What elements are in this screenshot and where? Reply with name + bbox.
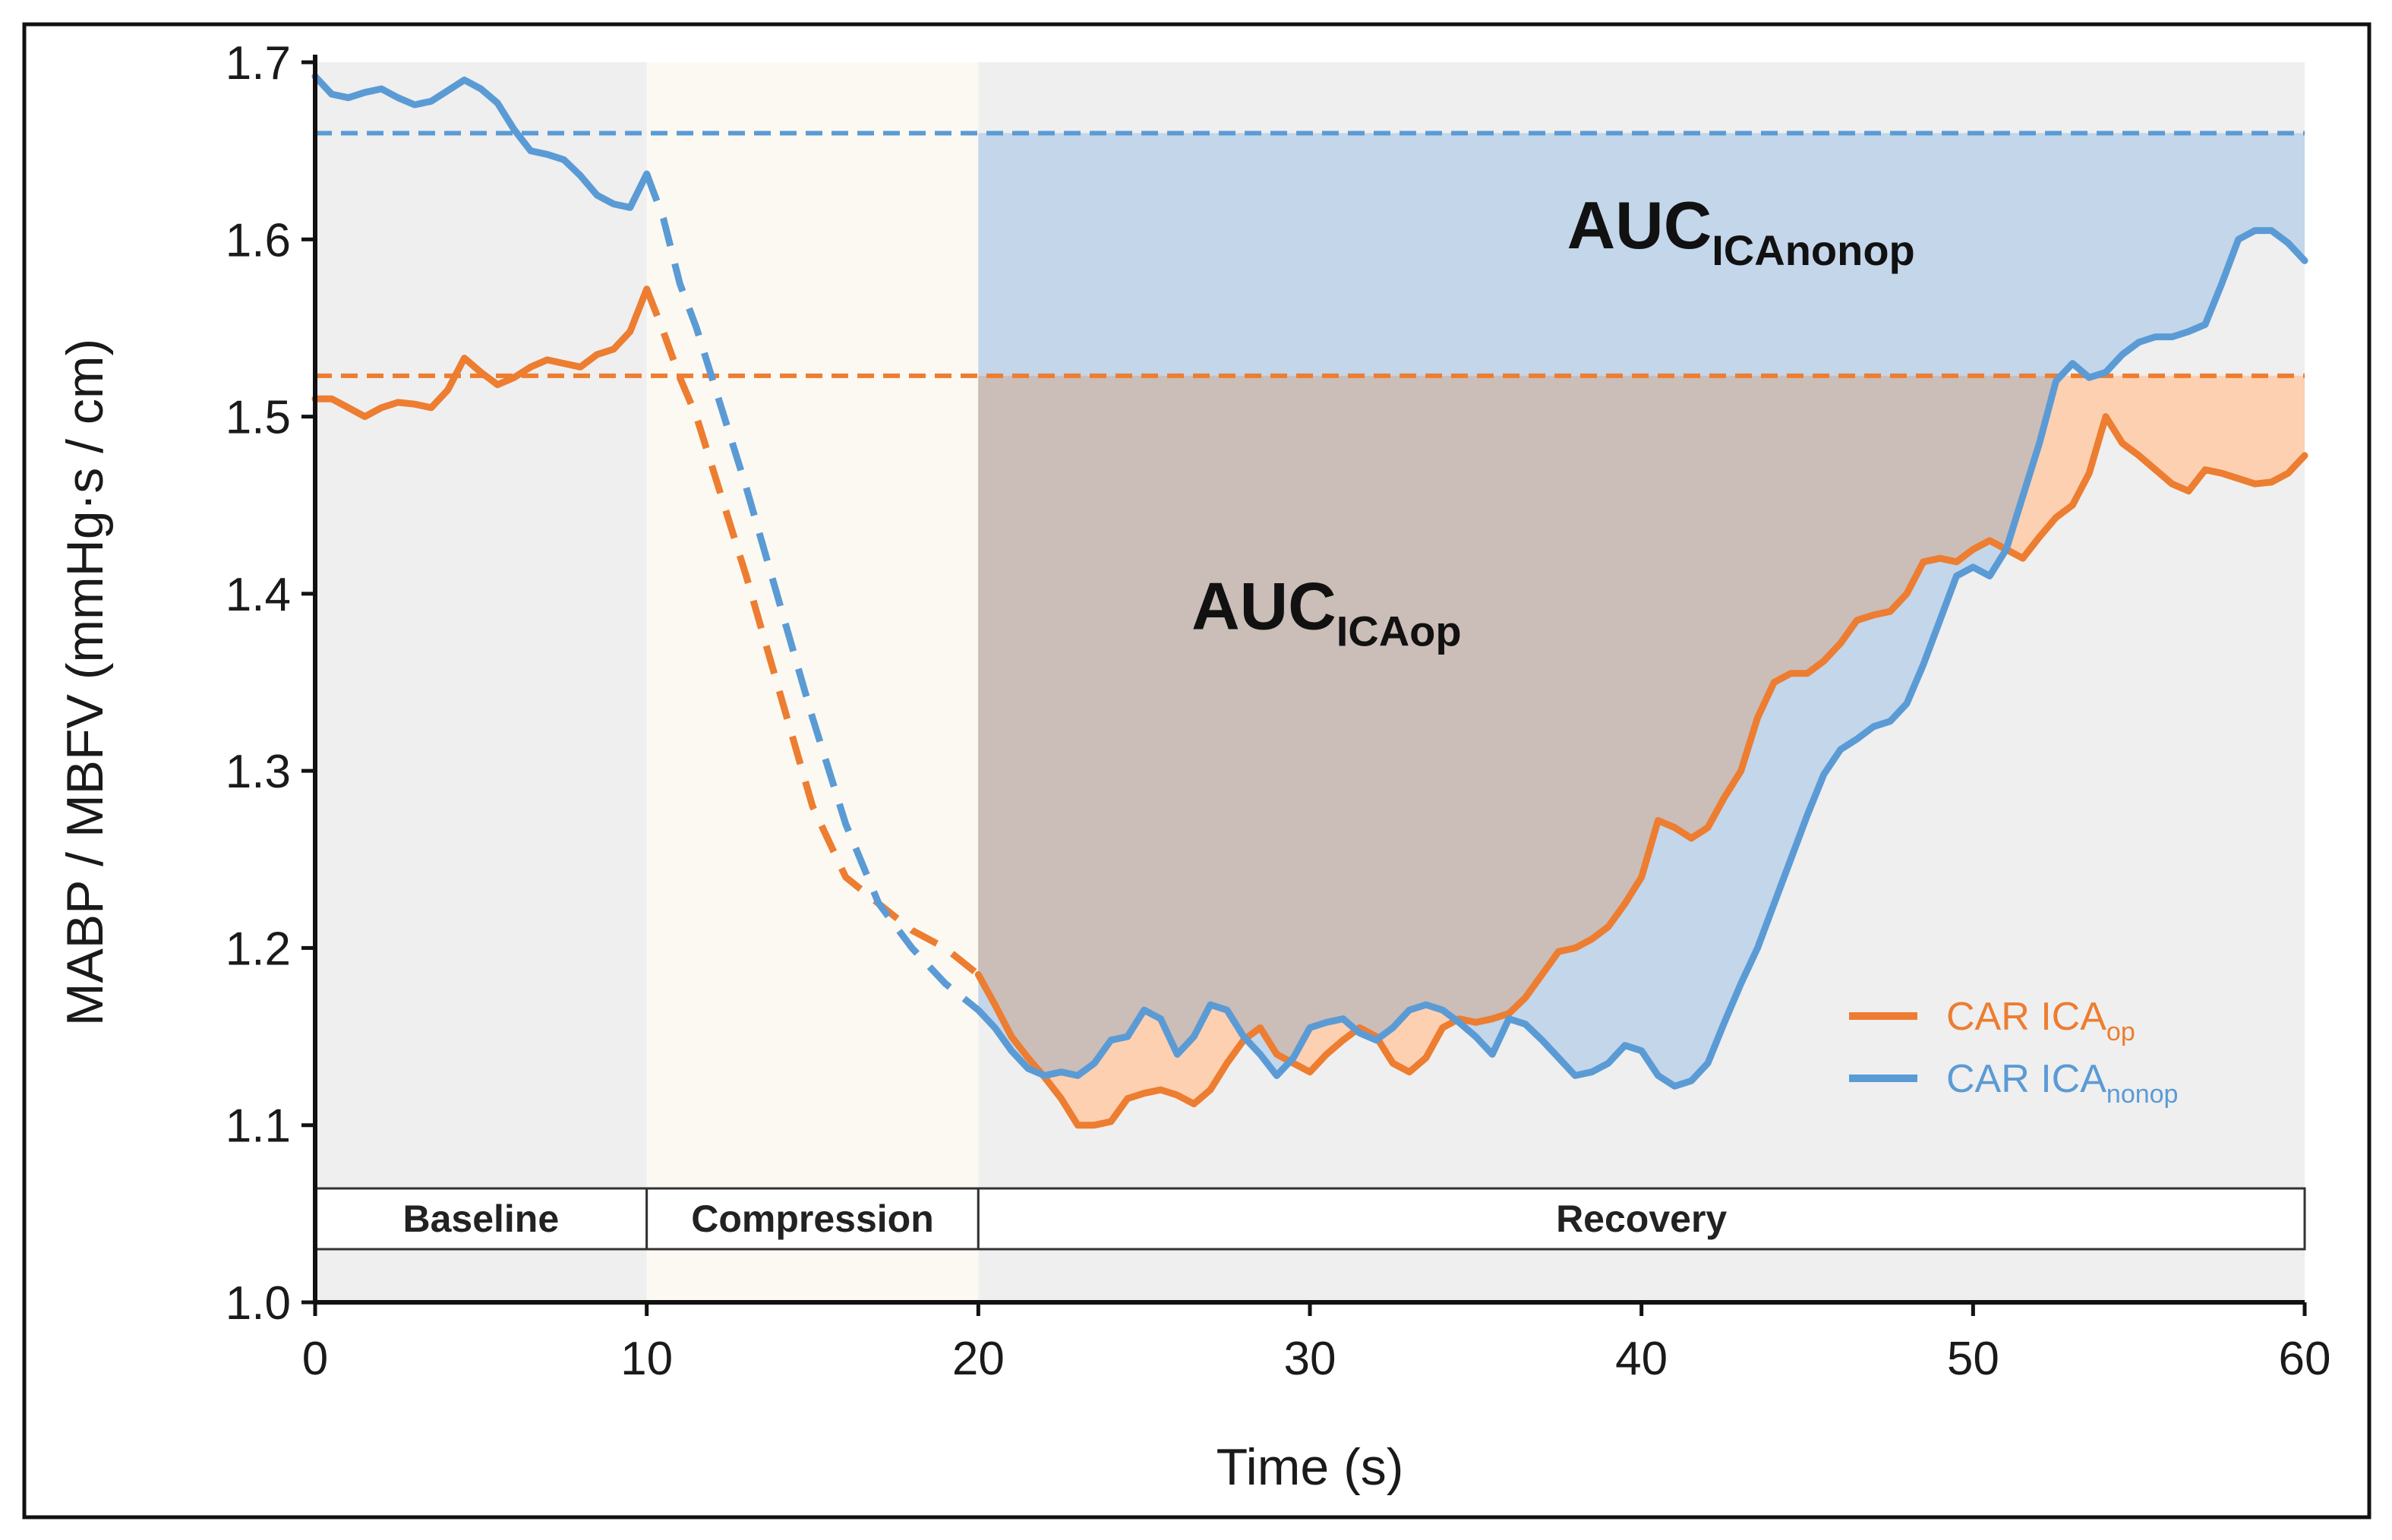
annotation-subscript: ICAop bbox=[1336, 607, 1462, 655]
x-tick-label: 50 bbox=[1947, 1333, 1999, 1385]
series-line-nonop-baseline bbox=[311, 73, 651, 211]
phase-box-recovery bbox=[977, 1187, 2306, 1251]
y-axis-title: MABP / MBFV (mmHg·s / cm) bbox=[56, 339, 114, 1026]
phase-label-recovery: Recovery bbox=[1556, 1198, 1727, 1240]
x-tick-label: 40 bbox=[1615, 1333, 1668, 1385]
legend-label-subscript: nonop bbox=[2106, 1080, 2179, 1109]
y-tick-label: 1.5 bbox=[226, 392, 291, 444]
x-tick-label: 0 bbox=[302, 1333, 328, 1385]
legend-label-main: CAR ICA bbox=[1946, 995, 2106, 1039]
annotation-subscript: ICAnonop bbox=[1712, 226, 1914, 274]
x-tick-label: 20 bbox=[952, 1333, 1005, 1385]
phase-background-compression bbox=[646, 62, 979, 1302]
auc-areas bbox=[978, 133, 2305, 1125]
legend-label-nonop: CAR ICAnonop bbox=[1946, 1057, 2178, 1109]
x-tick-label: 60 bbox=[2279, 1333, 2331, 1385]
series-line-nonop-compression bbox=[643, 172, 981, 1013]
y-tick-label: 1.0 bbox=[226, 1277, 291, 1330]
series-line-op-baseline bbox=[311, 286, 651, 421]
legend-label-main: CAR ICA bbox=[1946, 1057, 2106, 1101]
legend-label-subscript: op bbox=[2106, 1018, 2135, 1046]
annotation-auc-icaop: AUCICAop bbox=[1191, 569, 1462, 655]
phase-background-baseline bbox=[315, 62, 647, 1302]
annotation-main-text: AUC bbox=[1567, 188, 1712, 263]
x-tick-label: 10 bbox=[620, 1333, 673, 1385]
legend-label-op: CAR ICAop bbox=[1946, 995, 2135, 1046]
x-axis-title: Time (s) bbox=[1217, 1438, 1404, 1496]
y-tick-label: 1.1 bbox=[226, 1100, 291, 1153]
auc-area-overlap bbox=[978, 375, 2305, 1076]
y-tick-label: 1.4 bbox=[226, 569, 291, 621]
phase-bar: Baseline Compression Recovery bbox=[314, 1187, 2306, 1251]
phase-box-baseline bbox=[314, 1187, 648, 1251]
phase-label-compression: Compression bbox=[691, 1198, 934, 1240]
series-line-op-recovery bbox=[974, 413, 2308, 1129]
axes: 1.0 1.1 1.2 1.3 1.4 1.5 1.6 1.7 0 10 20 30 40 50 60 bbox=[226, 37, 2331, 1385]
baseline-lines bbox=[315, 131, 2305, 378]
series-line-nonop-recovery bbox=[974, 227, 2308, 1090]
y-tick-label: 1.2 bbox=[226, 923, 291, 975]
annotation-main-text: AUC bbox=[1191, 569, 1336, 644]
y-tick-label: 1.7 bbox=[226, 37, 291, 90]
series-lines bbox=[311, 73, 2308, 1129]
annotation-auc-icanonop: AUCICAnonop bbox=[1567, 188, 1915, 274]
y-tick-label: 1.6 bbox=[226, 214, 291, 267]
phase-label-baseline: Baseline bbox=[402, 1198, 559, 1240]
x-tick-label: 30 bbox=[1284, 1333, 1336, 1385]
y-tick-label: 1.3 bbox=[226, 746, 291, 798]
series-line-op-compression bbox=[643, 287, 981, 977]
phase-box-compression bbox=[645, 1187, 980, 1251]
